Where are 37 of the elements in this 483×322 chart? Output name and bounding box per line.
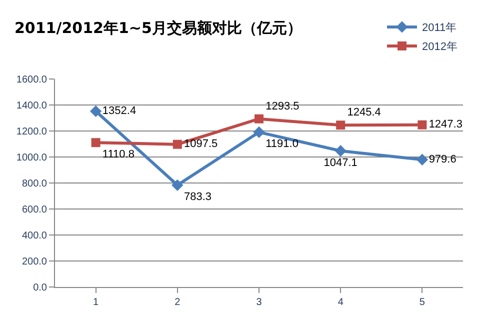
point [253,126,265,138]
point [254,114,264,124]
data-label: 1245.4 [347,106,381,119]
data-label: 1293.5 [266,100,300,112]
point [336,120,346,130]
data-label: 1191.0 [266,138,298,150]
data-label: 1110.8 [102,148,134,160]
data-label: 783.3 [184,191,212,204]
chart-title: 2011/2012年1~5月交易额对比（亿元） [14,19,302,38]
data-label: 979.6 [428,153,456,166]
x-tick-label: 4 [338,297,344,308]
data-label: 1047.1 [324,156,358,169]
x-tick-label: 1 [93,297,100,308]
x-tick-label: 5 [419,297,426,308]
data-label: 1097.5 [184,138,218,150]
x-tick-label: 2 [174,297,181,308]
y-tick-label: 200.0 [22,256,48,268]
y-tick-label: 0.0 [33,282,48,294]
x-tick-label: 3 [256,297,262,308]
point [172,140,182,149]
point [91,138,100,148]
y-tick-label: 1400.0 [16,100,48,112]
legend-label: 2012年 [422,41,458,54]
y-tick-label: 1600.0 [16,74,48,86]
point [90,105,102,118]
data-label: 1352.4 [102,104,136,117]
point [418,120,427,130]
data-label: 1247.3 [428,118,462,131]
point [416,154,428,166]
y-tick-label: 600.0 [22,204,48,216]
point [334,145,346,157]
y-tick-label: 400.0 [22,230,48,242]
y-tick-label: 1000.0 [16,152,48,164]
y-tick-label: 1200.0 [16,126,48,138]
point [172,179,184,192]
y-tick-label: 800.0 [22,178,48,190]
legend-label: 2011年 [422,22,457,34]
